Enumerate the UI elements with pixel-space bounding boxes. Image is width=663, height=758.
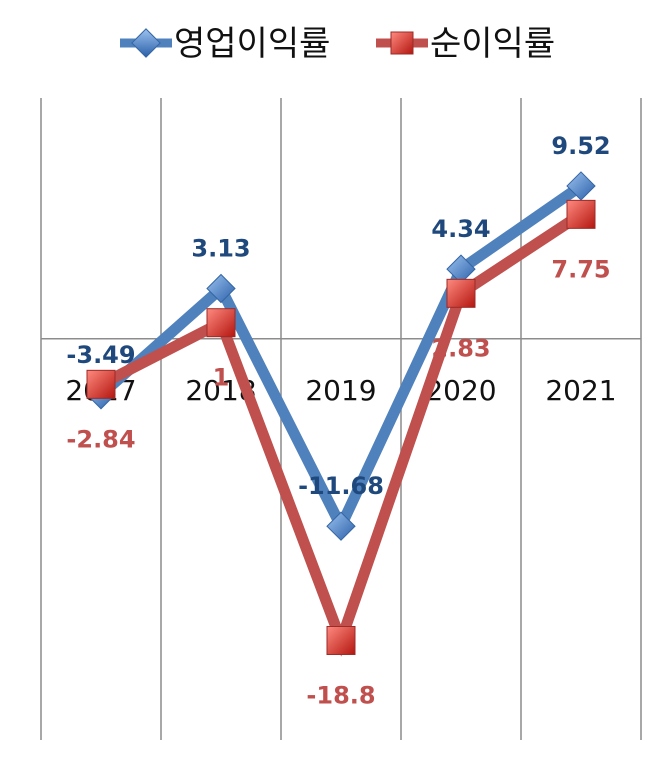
x-tick-2019: 2019 bbox=[305, 374, 376, 407]
marker-series-1-2021[interactable] bbox=[566, 199, 596, 229]
marker-series-1-2020[interactable] bbox=[446, 278, 476, 308]
data-labels: -3.49 3.13 -11.68 4.34 9.52 -2.84 1 -18.8 2.83 7.… bbox=[66, 132, 610, 710]
data-label-series-1-2021: 7.75 bbox=[551, 255, 610, 283]
x-tick-2021: 2021 bbox=[545, 374, 616, 407]
series-lines bbox=[97, 181, 585, 657]
data-label-series-1-2019: -18.8 bbox=[306, 681, 375, 709]
data-label-series-1-2020: 2.83 bbox=[431, 334, 490, 362]
legend-item-series-0[interactable]: 영업이익률 bbox=[120, 24, 330, 64]
data-label-series-0-2018: 3.13 bbox=[191, 235, 250, 263]
data-label-series-0-2017: -3.49 bbox=[66, 341, 135, 369]
x-tick-2020: 2020 bbox=[425, 374, 496, 407]
legend: 영업이익률 순이익률 bbox=[120, 24, 555, 64]
data-label-series-1-2018: 1 bbox=[213, 364, 230, 392]
data-label-series-0-2020: 4.34 bbox=[431, 215, 490, 243]
data-label-series-1-2017: -2.84 bbox=[66, 425, 135, 453]
data-label-series-0-2019: -11.68 bbox=[298, 472, 384, 500]
marker-series-0-2019[interactable] bbox=[326, 511, 356, 541]
marker-series-0-2018[interactable] bbox=[206, 273, 236, 304]
marker-series-1-2017[interactable] bbox=[86, 369, 116, 399]
marker-series-1-2018[interactable] bbox=[206, 308, 236, 338]
data-label-series-0-2021: 9.52 bbox=[551, 132, 610, 160]
legend-marker-series-1 bbox=[390, 31, 414, 55]
series-line-1 bbox=[98, 209, 585, 657]
legend-label-series-1: 순이익률 bbox=[430, 24, 555, 64]
legend-item-series-1[interactable]: 순이익률 bbox=[376, 24, 555, 64]
marker-series-1-2019[interactable] bbox=[326, 625, 356, 655]
legend-label-series-0: 영업이익률 bbox=[174, 24, 330, 64]
x-tick-labels: 20172018201920202021 bbox=[65, 374, 616, 407]
legend-marker-series-0 bbox=[131, 28, 161, 58]
series-markers bbox=[86, 171, 596, 655]
